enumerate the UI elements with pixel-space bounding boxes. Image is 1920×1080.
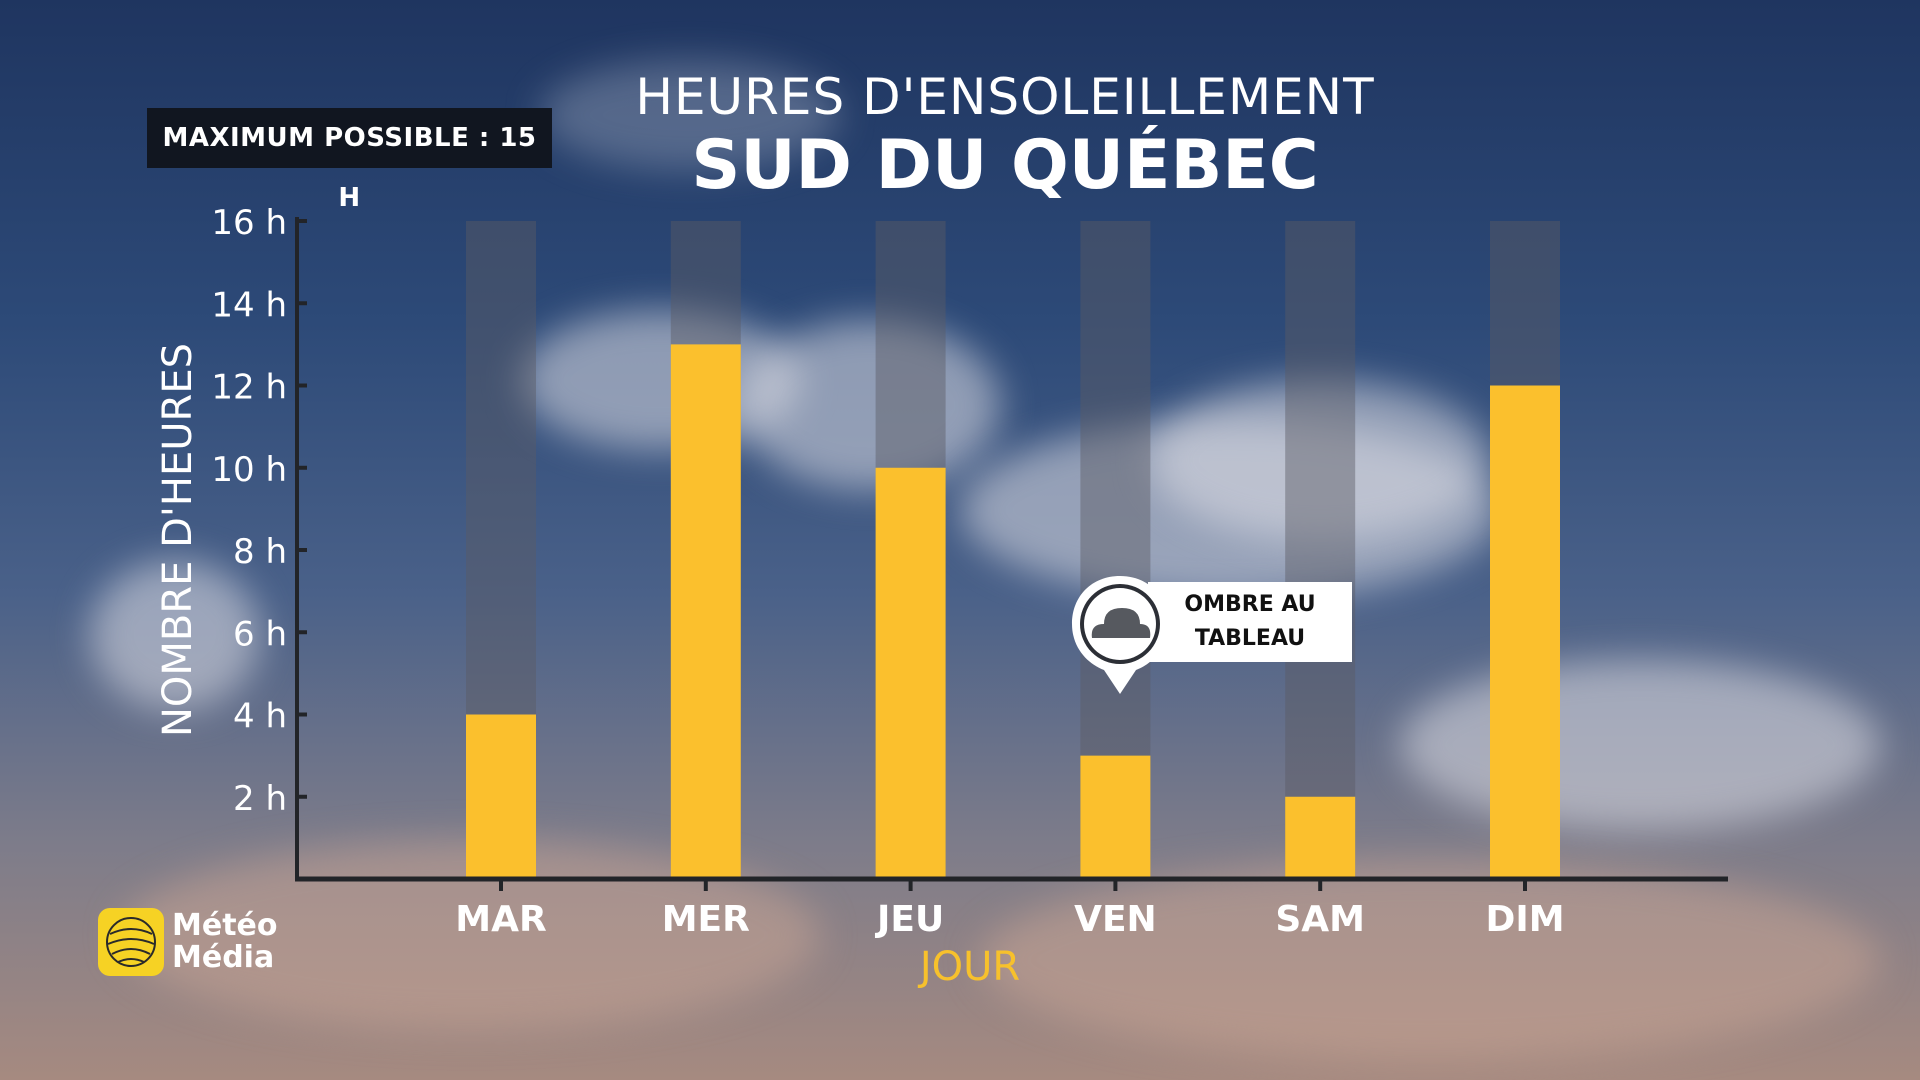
y-axis-title: NOMBRE D'HEURES [155,342,201,738]
logo-line1: Météo [172,908,278,943]
callout-tag: OMBRE AU TABLEAU [1068,572,1352,694]
y-tick-label: 14 h [211,285,287,325]
x-tick-label: MAR [455,899,546,940]
cloud-shape [1400,660,1880,830]
chart-title: HEURES D'ENSOLEILLEMENT [635,68,1375,126]
bar [670,344,741,879]
cloud-shape [90,560,260,710]
bar [1285,796,1356,879]
x-tick-label: MER [662,899,750,940]
y-tick-label: 8 h [233,532,287,572]
callout-box: OMBRE AU TABLEAU [1148,582,1352,662]
meteomedia-logo: Météo Média [98,908,278,980]
bar-track [1285,221,1356,879]
max-possible-badge: MAXIMUM POSSIBLE : 15 H [147,108,552,213]
y-tick-label: 4 h [233,697,287,737]
callout-line1: OMBRE AU [1184,592,1316,617]
globe-icon [98,908,164,976]
bar [875,467,946,879]
y-tick-label: 16 h [211,203,287,243]
cloud-icon [1072,576,1168,694]
x-tick-label: SAM [1275,899,1365,940]
bar [1490,385,1560,879]
bar [466,714,536,879]
cloud-shape [1150,380,1490,540]
logo-line2: Média [172,940,275,975]
callout-line2: TABLEAU [1194,626,1306,651]
bar [1080,755,1151,879]
y-tick-label: 10 h [211,450,287,490]
cloud-shape [980,860,1880,1060]
x-tick-label: JEU [874,899,944,940]
x-tick-label: DIM [1485,899,1564,940]
x-tick-label: VEN [1074,899,1157,940]
y-tick-label: 6 h [233,614,287,654]
y-tick-label: 12 h [211,368,287,408]
logo-wordmark: Météo Média [172,910,278,974]
x-axis-title: JOUR [919,944,1021,990]
cloud-shape [540,60,840,170]
chart-subtitle: SUD DU QUÉBEC [691,126,1319,205]
cloud-shape [740,320,1000,490]
y-tick-label: 2 h [233,779,287,819]
